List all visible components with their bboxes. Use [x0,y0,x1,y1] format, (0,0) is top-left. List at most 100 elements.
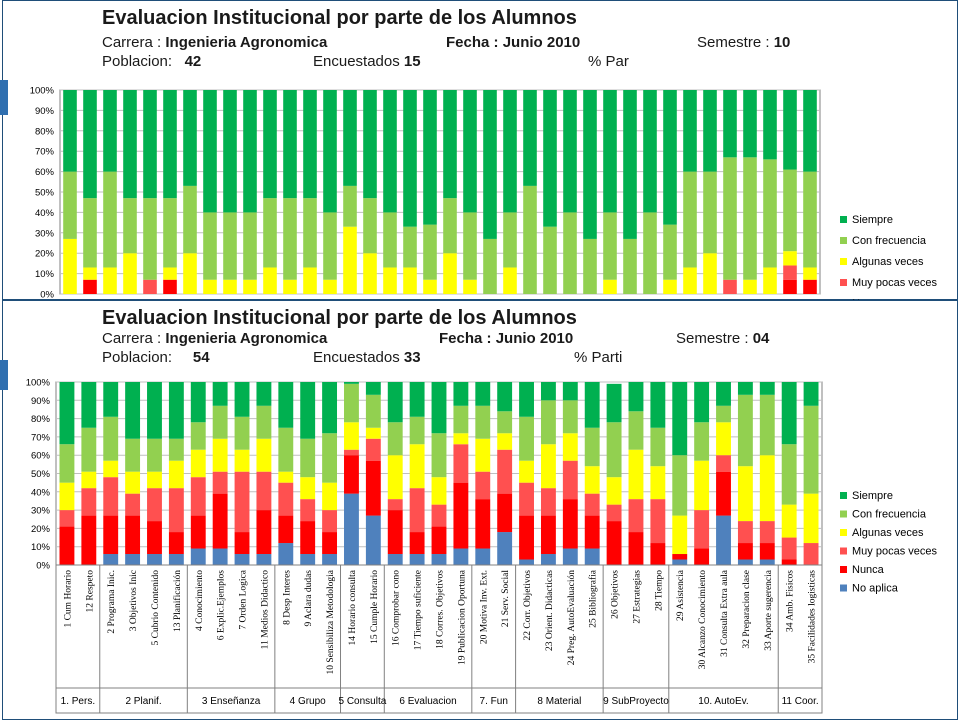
bar-segment-siempre [344,382,359,384]
bar-segment-con-frecuencia [263,198,277,268]
bar-segment-con-frecuencia [344,383,359,423]
bar-segment-nunca [409,532,425,555]
bar-segment-con-frecuencia [163,198,177,268]
bar-segment-siempre [103,382,119,417]
bar-segment-nunca [606,521,622,565]
bar-segment-nunca [737,543,753,560]
bar-segment-siempre [223,90,237,213]
group-label: 1. Pers. [61,696,95,707]
bar-segment-nunca [256,510,272,555]
bar-segment-con-frecuencia [663,224,677,280]
bar-segment-muy-pocas-veces [497,449,513,494]
bar-segment-con-frecuencia [343,185,357,227]
bar-segment-siempre [147,382,162,439]
bar-segment-siempre [163,90,177,199]
bar-segment-muy-pocas-veces [234,471,250,533]
bar-segment-nunca [190,515,206,549]
bar-segment-con-frecuencia [409,416,425,445]
legend-entry: Algunas veces [852,527,924,539]
bar-segment-nunca [365,460,381,516]
bar-segment-muy-pocas-veces [723,279,737,294]
bar-segment-con-frecuencia [143,198,157,280]
bar-segment-con-frecuencia [103,171,117,268]
bar-segment-algunas-veces [606,477,622,505]
bar-segment-algunas-veces [540,444,556,489]
bar-segment-algunas-veces [59,482,75,511]
bar-segment-algunas-veces [278,471,294,483]
poblacion-label: Poblacion: [102,349,173,366]
bar-segment-siempre [203,90,217,213]
category-label: 21 Serv. Social [501,570,511,628]
bar-segment-nunca [125,515,141,555]
bar-segment-algunas-veces [81,471,97,489]
bar-segment-algunas-veces [672,515,688,555]
bar-segment-con-frecuencia [59,444,75,483]
bar-segment-con-frecuencia [519,416,534,461]
category-label: 20 Motiva Inv. Ext. [479,570,489,644]
bar-segment-siempre [423,90,437,225]
category-label: 34 Amb. Fisicos [786,570,796,632]
bar-segment-siempre [123,90,137,199]
semestre-label: Semestre : [697,34,770,51]
category-label: 15 Cumple Horario [370,570,380,644]
bar-segment-algunas-veces [344,422,359,450]
bar-segment-con-frecuencia [803,171,817,268]
bar-segment-siempre [781,382,797,445]
bar-segment-algunas-veces [125,471,141,494]
bar-segment-con-frecuencia [683,171,697,268]
y-tick-label: 10% [35,269,55,280]
bar-segment-con-frecuencia [483,238,497,294]
bar-segment-siempre [783,90,797,170]
bar-segment-algunas-veces [703,253,717,294]
bar-segment-no-aplica [125,554,141,565]
bar-segment-nunca [694,548,710,565]
bar-segment-siempre [190,382,206,423]
category-label: 18 Corres. Objetivos [436,570,446,649]
bar-segment-algunas-veces [322,482,338,511]
bar-segment-muy-pocas-veces [81,488,97,516]
bar-segment-con-frecuencia [603,212,617,280]
carrera-label: Carrera : [102,34,162,51]
bar-segment-con-frecuencia [300,438,316,478]
bar-segment-algunas-veces [223,279,237,294]
bar-segment-algunas-veces [663,279,677,294]
bar-segment-algunas-veces [603,279,617,294]
bar-segment-con-frecuencia [759,394,775,456]
bar-segment-nunca [103,515,119,555]
bar-segment-con-frecuencia [523,185,537,294]
category-label: 4 Conocimiento [195,570,205,631]
bar-segment-algunas-veces [387,455,403,500]
page-title: Evaluacion Institucional por parte de lo… [102,307,577,329]
semestre-value: 10 [773,34,791,51]
semestre-value: 04 [752,330,770,347]
bar-segment-muy-pocas-veces [168,488,184,533]
bar-segment-algunas-veces [423,279,437,294]
bar-segment-algunas-veces [365,427,381,439]
bar-segment-algunas-veces [243,279,257,294]
bar-segment-con-frecuencia [643,212,657,294]
carrera-label: Carrera : [102,330,162,347]
group-label: 6 Evaluacion [399,696,456,707]
bar-segment-con-frecuencia [125,438,141,472]
bar-segment-con-frecuencia [303,198,317,268]
bar-segment-siempre [63,90,77,172]
bar-segment-muy-pocas-veces [300,499,316,522]
category-label: 32 Preparacion clase [742,570,752,649]
poblacion-line: Poblacion: 54 [102,349,210,366]
group-label: 8 Material [537,696,581,707]
bar-segment-siempre [387,382,403,423]
bar-segment-siempre [623,90,637,239]
bar-segment-muy-pocas-veces [584,493,600,516]
bar-segment-nunca [497,493,513,533]
bar-segment-no-aplica [300,554,316,565]
y-tick-label: 0% [36,561,50,572]
bar-segment-algunas-veces [694,460,710,511]
y-tick-label: 50% [31,469,51,480]
category-label: 26 Objetivos [611,570,621,619]
bar-segment-siempre [563,90,577,213]
bar-segment-siempre [183,90,197,186]
category-label: 33 Aporte sugerencia [764,569,774,651]
bar-segment-siempre [322,382,338,434]
poblacion-value: 54 [192,349,210,366]
y-tick-label: 20% [31,524,51,535]
